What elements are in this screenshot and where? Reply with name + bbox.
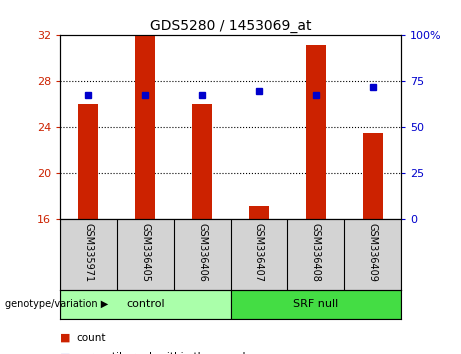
- Bar: [306, 45, 326, 219]
- Text: GSM336405: GSM336405: [140, 223, 150, 282]
- Text: genotype/variation ▶: genotype/variation ▶: [5, 299, 108, 309]
- Bar: [363, 133, 383, 219]
- Text: ■: ■: [60, 352, 71, 354]
- Text: GSM336408: GSM336408: [311, 223, 321, 282]
- Text: SRF null: SRF null: [293, 299, 338, 309]
- Text: GSM336406: GSM336406: [197, 223, 207, 282]
- Text: GSM336409: GSM336409: [367, 223, 378, 282]
- Bar: [192, 104, 212, 219]
- Text: percentile rank within the sample: percentile rank within the sample: [76, 352, 252, 354]
- Bar: [78, 104, 98, 219]
- Bar: [249, 206, 269, 219]
- Text: count: count: [76, 333, 106, 343]
- Text: GSM335971: GSM335971: [83, 223, 94, 282]
- Text: GSM336407: GSM336407: [254, 223, 264, 282]
- Bar: [230, 290, 401, 319]
- Title: GDS5280 / 1453069_at: GDS5280 / 1453069_at: [150, 19, 311, 33]
- Bar: [135, 35, 155, 219]
- Text: ■: ■: [60, 333, 71, 343]
- Text: control: control: [126, 299, 165, 309]
- Bar: [60, 290, 230, 319]
